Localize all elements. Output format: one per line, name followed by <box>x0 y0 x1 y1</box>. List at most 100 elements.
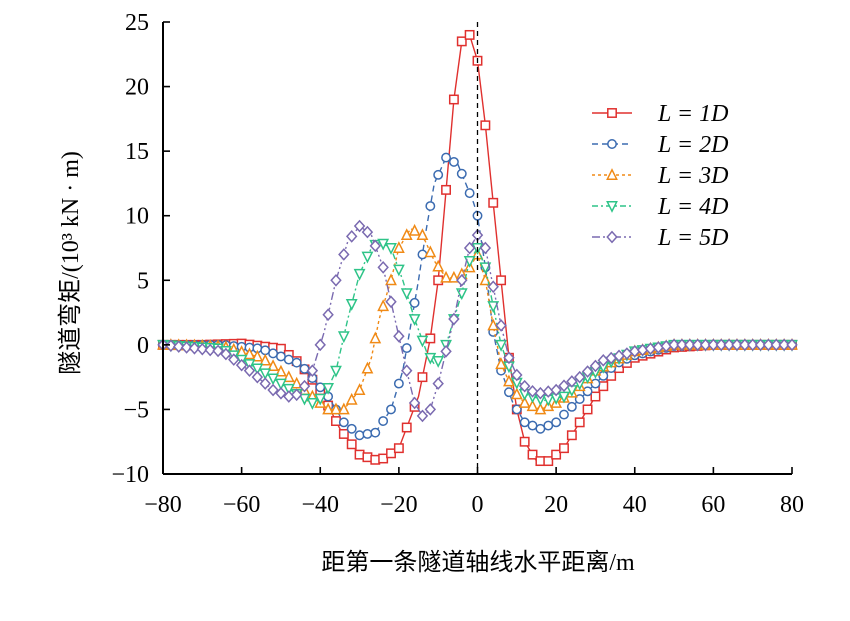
data-point-marker <box>385 273 397 286</box>
data-point-marker <box>401 343 412 354</box>
data-point-marker <box>275 386 287 400</box>
legend-label: L = 4D <box>657 194 728 220</box>
data-point-marker <box>416 409 429 423</box>
data-point-marker <box>786 338 798 352</box>
data-point-marker <box>353 268 366 281</box>
data-point-marker <box>338 248 350 261</box>
data-point-marker <box>550 383 562 397</box>
data-point-marker <box>607 108 617 118</box>
data-point-marker <box>432 259 445 272</box>
data-point-marker <box>235 358 248 372</box>
data-point-marker <box>511 368 523 382</box>
data-point-marker <box>377 261 389 274</box>
x-tick-label: 80 <box>780 492 804 518</box>
data-point-marker <box>447 270 460 283</box>
y-tick-label: 20 <box>125 75 149 101</box>
data-point-marker <box>370 427 381 438</box>
data-point-marker <box>581 365 594 378</box>
data-point-marker <box>504 387 514 398</box>
data-point-marker <box>607 139 617 149</box>
x-tick-label: 0 <box>472 492 484 518</box>
data-point-marker <box>322 402 335 415</box>
data-point-marker <box>559 443 569 454</box>
data-point-marker <box>338 429 349 439</box>
data-point-marker <box>510 387 523 400</box>
data-point-marker <box>322 382 335 395</box>
data-point-marker <box>385 295 397 309</box>
data-point-marker <box>173 340 185 353</box>
data-point-marker <box>408 314 421 326</box>
data-point-marker <box>331 416 341 427</box>
data-point-marker <box>416 228 429 241</box>
data-point-marker <box>606 201 618 213</box>
data-point-marker <box>754 338 767 352</box>
y-tick-label: 15 <box>125 139 149 165</box>
data-point-marker <box>543 456 554 467</box>
data-point-marker <box>361 225 374 239</box>
data-point-marker <box>518 379 531 393</box>
data-point-marker <box>487 301 500 313</box>
data-point-marker <box>518 396 531 408</box>
data-point-marker <box>306 398 319 410</box>
data-point-marker <box>456 36 467 47</box>
data-point-marker <box>386 404 396 415</box>
data-point-marker <box>440 344 452 358</box>
data-point-marker <box>590 391 601 402</box>
data-point-marker <box>448 156 459 167</box>
legend: L = 1D L = 2D L = 3D L = 4D L = 5D <box>592 101 728 251</box>
data-point-marker <box>299 363 310 374</box>
data-point-marker <box>464 188 475 199</box>
data-point-marker <box>251 370 264 384</box>
data-point-marker <box>393 378 404 389</box>
data-point-marker <box>582 386 593 397</box>
data-point-marker <box>559 409 569 420</box>
data-point-marker <box>488 197 499 208</box>
data-point-marker <box>408 223 421 236</box>
data-point-marker <box>369 331 382 344</box>
data-point-marker <box>298 379 311 393</box>
data-point-marker <box>290 376 303 389</box>
x-tick-label: −80 <box>144 492 182 518</box>
data-point-marker <box>401 422 412 433</box>
data-point-marker <box>409 297 420 308</box>
data-point-marker <box>165 339 177 353</box>
data-point-marker <box>495 357 508 370</box>
data-point-marker <box>298 393 311 406</box>
data-point-marker <box>526 385 539 398</box>
y-tick-label: 10 <box>125 204 149 230</box>
data-point-marker <box>590 378 601 389</box>
data-point-marker <box>676 338 688 352</box>
data-point-marker <box>455 288 468 301</box>
x-tick-label: 20 <box>544 492 568 518</box>
data-point-marker <box>463 241 476 255</box>
data-point-marker <box>251 349 264 362</box>
data-point-marker <box>448 312 460 326</box>
data-point-marker <box>534 402 547 415</box>
data-point-marker <box>180 341 193 354</box>
data-point-marker <box>715 338 727 352</box>
data-point-marker <box>495 319 507 332</box>
data-point-marker <box>574 394 585 405</box>
data-point-marker <box>731 338 743 352</box>
data-point-marker <box>589 359 602 373</box>
data-point-marker <box>527 449 538 460</box>
y-tick-label: −5 <box>123 397 149 423</box>
data-point-marker <box>487 280 499 294</box>
data-point-marker <box>393 329 405 343</box>
data-point-marker <box>762 338 775 352</box>
data-point-marker <box>503 351 515 365</box>
data-point-marker <box>385 243 397 255</box>
data-point-marker <box>503 374 515 387</box>
data-point-marker <box>566 430 577 441</box>
data-point-marker <box>393 443 404 454</box>
data-point-marker <box>330 365 342 378</box>
data-point-marker <box>314 338 326 352</box>
data-point-marker <box>353 383 366 396</box>
data-point-marker <box>353 219 366 233</box>
data-point-marker <box>369 239 381 253</box>
x-axis-ticks: −80 −60 −40 −20 0 20 40 60 80 <box>144 467 804 518</box>
data-point-marker <box>511 404 522 415</box>
data-point-marker <box>378 416 389 427</box>
data-point-marker <box>345 299 358 311</box>
data-point-marker <box>212 344 224 358</box>
